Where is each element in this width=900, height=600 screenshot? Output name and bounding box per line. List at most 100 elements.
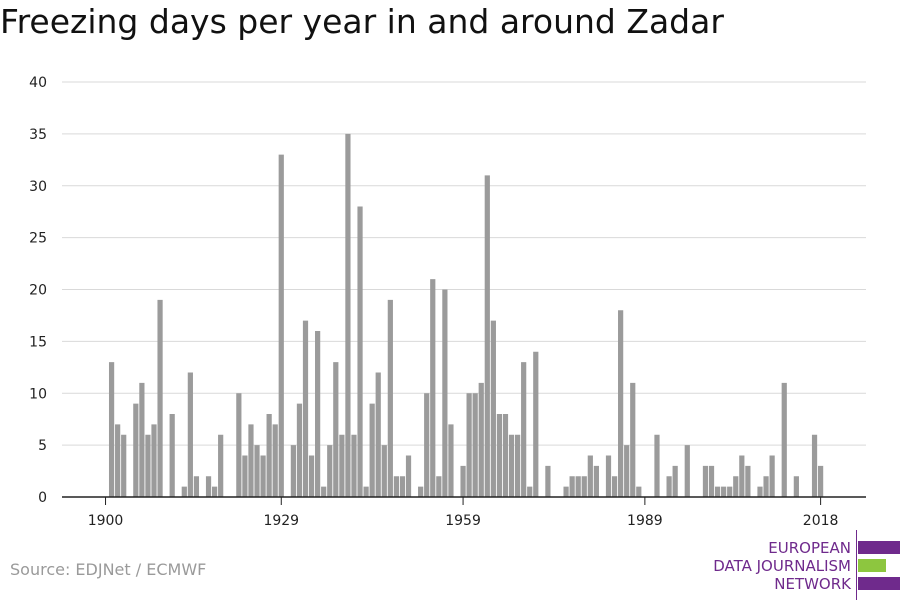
bar-2014	[793, 476, 799, 497]
bar-1922	[236, 393, 242, 497]
bar-1993	[666, 476, 672, 497]
bar-2010	[769, 455, 775, 497]
bar-1932	[296, 403, 303, 498]
x-tick-label-2018: 2018	[803, 513, 839, 529]
bar-1952	[418, 486, 424, 498]
y-tick-label-40: 40	[29, 75, 47, 91]
bar-1924	[248, 424, 254, 498]
y-tick-label-15: 15	[29, 334, 47, 350]
bar-1971	[533, 351, 539, 497]
bar-1961	[472, 393, 478, 497]
bar-2001	[714, 486, 721, 498]
bar-1991	[654, 434, 660, 497]
logo-text-line2: DATA JOURNALISM	[713, 557, 851, 575]
x-tick-label-1959: 1959	[445, 513, 481, 529]
bar-1939	[339, 434, 345, 497]
bar-1964	[490, 320, 496, 498]
bar-1902	[115, 424, 121, 498]
bar-1944	[369, 403, 375, 498]
x-tick-label-1989: 1989	[627, 513, 663, 529]
bar-1938	[333, 362, 339, 498]
bar-1945	[375, 372, 381, 497]
bar-2000	[708, 465, 715, 498]
bar-1946	[381, 445, 387, 498]
bar-1979	[581, 476, 587, 497]
bar-1925	[254, 445, 260, 498]
bar-1937	[327, 445, 333, 498]
bar-1986	[624, 445, 630, 498]
bar-1908	[151, 424, 157, 498]
x-axis	[62, 496, 866, 505]
bar-2012	[781, 382, 787, 498]
bar-2008	[757, 486, 763, 498]
bar-2009	[763, 476, 769, 497]
bar-1927	[266, 414, 272, 497]
bar-1929	[278, 154, 284, 498]
bar-1905	[133, 403, 139, 498]
bar-1933	[302, 320, 309, 498]
y-tick-label-5: 5	[38, 438, 47, 454]
logo-text-line1: EUROPEAN	[768, 539, 851, 557]
bar-1977	[569, 476, 575, 497]
bar-1987	[630, 382, 636, 498]
bar-1963	[484, 175, 490, 498]
y-tick-label-25: 25	[29, 231, 47, 247]
bar-2006	[745, 465, 751, 498]
bar-2018	[818, 465, 824, 498]
edjnet-logo: EUROPEAN DATA JOURNALISM NETWORK	[700, 530, 900, 600]
logo-bar-purple-top	[858, 541, 900, 554]
bar-1918	[212, 486, 218, 498]
bar-1970	[527, 486, 533, 498]
logo-text-line3: NETWORK	[774, 575, 851, 593]
source-note: Source: EDJNet / ECMWF	[10, 560, 207, 579]
bar-1994	[672, 465, 678, 498]
y-tick-label-0: 0	[38, 490, 47, 506]
bar-2004	[733, 476, 739, 497]
bar-1950	[405, 455, 412, 497]
y-tick-label-30: 30	[29, 179, 47, 195]
y-tick-labels: 0 5 10 15 20 25 30 35 40	[29, 75, 47, 506]
freezing-days-chart: 0 5 10 15 20 25 30 35 40 1900 1929 1959 1989 2018	[29, 75, 866, 529]
bar-2002	[721, 486, 727, 498]
bar-1913	[181, 486, 187, 498]
bar-1980	[587, 455, 593, 497]
bar-1983	[605, 455, 612, 497]
bar-1965	[496, 414, 503, 497]
bar-1954	[430, 279, 436, 498]
bar-1935	[315, 331, 321, 497]
bar-1949	[399, 476, 406, 497]
x-tick-labels: 1900 1929 1959 1989 2018	[88, 513, 839, 529]
bar-1973	[545, 465, 551, 498]
bar-1941	[351, 434, 357, 497]
bar-1967	[508, 434, 515, 497]
bar-1914	[187, 372, 193, 497]
bar-1907	[145, 434, 151, 497]
bar-1957	[448, 424, 454, 498]
bar-1928	[272, 424, 278, 498]
bar-1909	[157, 299, 163, 498]
bar-1956	[442, 289, 448, 497]
y-tick-label-10: 10	[29, 386, 47, 402]
bar-1926	[260, 455, 266, 497]
bar-1917	[205, 476, 212, 497]
y-tick-label-20: 20	[29, 283, 47, 299]
bar-1988	[636, 486, 642, 498]
bar-1985	[618, 310, 624, 497]
chart-title: Freezing days per year in and around Zad…	[0, 2, 724, 41]
bar-1984	[611, 476, 618, 497]
bar-1955	[436, 476, 442, 497]
bar-1996	[684, 445, 690, 498]
bar-1919	[218, 434, 224, 497]
bar-1976	[563, 486, 569, 498]
bar-1953	[424, 393, 430, 497]
bar-1942	[357, 206, 363, 497]
bar-1931	[290, 445, 296, 498]
bar-1911	[169, 414, 175, 497]
bar-1901	[108, 362, 115, 498]
y-tick-label-35: 35	[29, 127, 47, 143]
bar-1968	[515, 434, 521, 497]
bar-1915	[193, 476, 200, 497]
bar-2003	[727, 486, 733, 498]
bar-1936	[321, 486, 327, 498]
bar-1947	[387, 299, 393, 498]
